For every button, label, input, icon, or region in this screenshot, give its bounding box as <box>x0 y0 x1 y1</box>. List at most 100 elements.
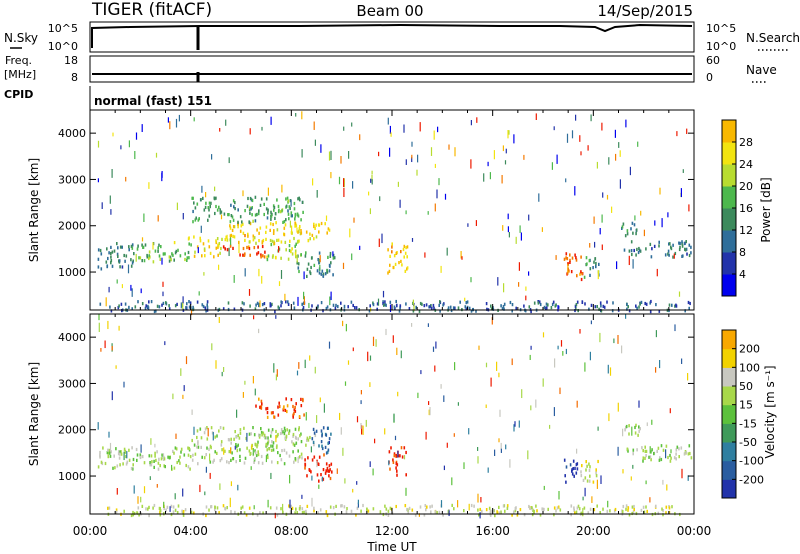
velocity-cell <box>325 451 328 455</box>
power-cell <box>175 249 178 253</box>
velocity-cell <box>260 427 262 431</box>
velocity-cell <box>477 508 479 512</box>
velocity-cell <box>294 457 297 461</box>
velocity-speckle-cell <box>665 449 667 459</box>
power-cell <box>650 255 653 259</box>
velocity-cell <box>557 505 560 509</box>
velocity-cell <box>166 505 169 509</box>
power-cell <box>324 272 327 276</box>
velocity-cell <box>309 468 311 472</box>
velocity-cell <box>403 446 406 450</box>
velocity-cell <box>489 513 492 517</box>
power-speckle-cell <box>381 233 383 244</box>
power-cell <box>602 304 605 308</box>
velocity-cell <box>646 509 648 513</box>
velocity-cell <box>343 505 346 509</box>
power-cell <box>343 304 346 308</box>
power-colorbar-swatch <box>722 142 736 165</box>
power-cell <box>131 243 134 247</box>
velocity-cell <box>315 429 318 433</box>
velocity-cell <box>625 425 627 430</box>
power-cell <box>188 242 190 246</box>
power-cell <box>244 234 246 238</box>
velocity-cell <box>214 450 216 454</box>
power-cell <box>162 252 165 256</box>
velocity-cell <box>234 430 236 434</box>
power-speckle-cell <box>606 194 609 200</box>
velocity-cell <box>226 460 228 464</box>
power-cell <box>329 254 332 258</box>
velocity-speckle-cell <box>100 348 102 352</box>
velocity-cell <box>329 505 332 509</box>
power-speckle-cell <box>157 215 159 222</box>
velocity-cell <box>262 431 265 435</box>
power-cell <box>468 306 471 310</box>
power-cell <box>322 309 324 313</box>
power-cell <box>408 307 411 311</box>
velocity-cell <box>270 448 273 452</box>
power-cell <box>266 255 268 259</box>
power-colorbar-swatch <box>722 164 736 187</box>
velocity-speckle-cell <box>356 416 359 423</box>
power-speckle-cell <box>193 117 195 122</box>
power-cell <box>201 303 204 307</box>
velocity-cell <box>116 464 119 468</box>
power-cell <box>624 234 627 238</box>
velocity-speckle-cell <box>613 338 615 344</box>
power-speckle-cell <box>198 291 200 296</box>
velocity-cell <box>255 443 257 447</box>
velocity-speckle-cell <box>362 425 364 435</box>
velocity-cell <box>634 431 637 435</box>
velocity-cell <box>288 431 290 435</box>
velocity-cell <box>648 455 650 459</box>
velocity-speckle-cell <box>599 332 601 343</box>
power-cell <box>588 259 591 263</box>
power-cell <box>130 264 133 268</box>
power-colorbar-label: 20 <box>739 180 753 193</box>
velocity-cell <box>228 461 230 465</box>
velocity-cell <box>587 511 590 515</box>
velocity-cell <box>130 513 133 518</box>
power-cell <box>106 264 109 268</box>
power-cell <box>226 248 229 252</box>
power-cell <box>210 201 212 205</box>
velocity-speckle-cell <box>631 426 633 436</box>
velocity-speckle-cell <box>118 325 120 331</box>
power-speckle-cell <box>688 204 690 212</box>
nsearch-tick-bottom: 10^0 <box>706 40 736 53</box>
velocity-cell <box>266 411 269 415</box>
power-cell <box>316 305 319 309</box>
velocity-cell <box>301 511 304 515</box>
velocity-cell <box>313 509 315 513</box>
velocity-cell <box>335 504 337 508</box>
velocity-speckle-cell <box>250 466 252 470</box>
velocity-cell <box>494 514 496 518</box>
velocity-cell <box>405 450 407 455</box>
cpid-label: CPID <box>4 88 33 101</box>
power-cell <box>311 233 314 237</box>
velocity-cell <box>284 429 286 433</box>
power-cell <box>332 253 335 257</box>
velocity-cell <box>257 453 260 457</box>
velocity-cell <box>660 444 663 448</box>
velocity-speckle-cell <box>498 438 500 443</box>
power-speckle-cell <box>680 188 682 198</box>
velocity-cell <box>210 426 213 430</box>
velocity-cell <box>172 449 174 453</box>
power-cell <box>215 204 217 209</box>
velocity-cell <box>220 440 223 444</box>
power-cell <box>225 235 227 239</box>
velocity-cell <box>194 452 197 456</box>
velocity-cell <box>254 449 256 453</box>
power-speckle-cell <box>155 152 158 158</box>
velocity-speckle-cell <box>154 443 156 448</box>
power-cell <box>194 250 196 254</box>
velocity-cell <box>395 461 398 466</box>
power-cell <box>638 248 641 252</box>
power-speckle-cell <box>497 277 499 286</box>
velocity-cell <box>276 513 279 517</box>
velocity-speckle-cell <box>454 362 456 371</box>
power-speckle-cell <box>143 213 145 222</box>
power-cell <box>202 304 205 309</box>
velocity-cell <box>149 461 151 465</box>
